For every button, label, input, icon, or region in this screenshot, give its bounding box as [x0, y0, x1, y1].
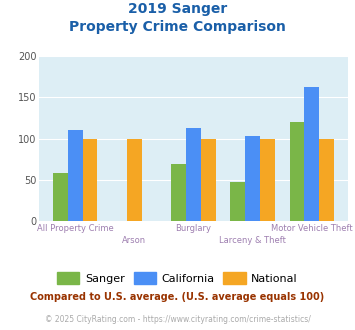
Text: All Property Crime: All Property Crime [37, 224, 114, 233]
Bar [83, 139, 97, 221]
Bar [127, 139, 142, 221]
Text: © 2025 CityRating.com - https://www.cityrating.com/crime-statistics/: © 2025 CityRating.com - https://www.city… [45, 315, 310, 324]
Bar [319, 139, 334, 221]
Text: Motor Vehicle Theft: Motor Vehicle Theft [271, 224, 353, 233]
Bar [201, 139, 215, 221]
Text: Property Crime Comparison: Property Crime Comparison [69, 20, 286, 34]
Bar [68, 130, 83, 221]
Bar [53, 173, 68, 221]
Text: Larceny & Theft: Larceny & Theft [219, 236, 286, 245]
Text: Compared to U.S. average. (U.S. average equals 100): Compared to U.S. average. (U.S. average … [31, 292, 324, 302]
Bar [230, 182, 245, 221]
Bar [245, 136, 260, 221]
Bar [260, 139, 275, 221]
Bar [290, 122, 304, 221]
Text: 2019 Sanger: 2019 Sanger [128, 2, 227, 16]
Text: Arson: Arson [122, 236, 146, 245]
Legend: Sanger, California, National: Sanger, California, National [53, 268, 302, 288]
Text: Burglary: Burglary [175, 224, 212, 233]
Bar [304, 86, 319, 221]
Bar [186, 128, 201, 221]
Bar [171, 164, 186, 221]
